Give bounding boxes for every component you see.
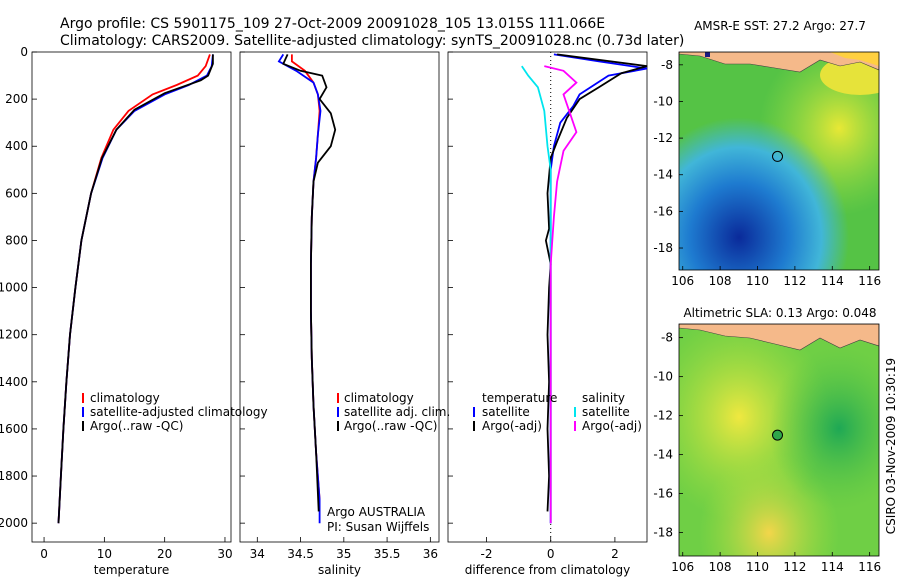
map-lat-label: -14 [653,448,673,462]
x-tick-label: -2 [481,547,493,561]
sla-map-frame [678,323,880,557]
legend-label: Argo(-adj) [482,419,542,433]
java-coast-land [679,52,879,73]
legend-label: satellite [582,405,630,419]
legend-label: Argo(..raw -QC) [90,419,183,433]
legend-heading-temperature: temperature [482,391,557,405]
x-tick-label: 10 [97,547,112,561]
map-lat-label: -8 [661,331,673,345]
y-tick-label: 1000 [0,281,28,295]
map-lat-label: -10 [653,94,673,108]
figure-subtitle: Climatology: CARS2009. Satellite-adjuste… [60,33,684,49]
legend-label: Argo(..raw -QC) [344,419,437,433]
legend-heading-salinity: salinity [582,391,625,405]
map-lat-label: -18 [653,526,673,540]
map-lon-label: 108 [709,274,732,288]
map-lat-label: -16 [653,487,673,501]
sst-map-frame [678,51,880,271]
map-lon-label: 116 [858,560,881,574]
float-annotation: Argo AUSTRALIA [327,505,426,519]
x-tick-label: 35 [336,547,351,561]
salinity-legend: climatology satellite adj. clim. Argo(..… [327,391,450,534]
legend-label: satellite adj. clim. [344,405,450,419]
legend-label: climatology [90,391,160,405]
plot-frame [239,51,440,543]
map-lat-label: -12 [653,409,673,423]
difference-profile-panel: -2 0 2 difference from climatology [447,51,648,577]
sst-hot-coastal [830,52,879,66]
map-lon-label: 108 [709,560,732,574]
x-axis-label: salinity [318,563,361,577]
map-lon-label: 106 [671,560,694,574]
map-lat-label: -10 [653,370,673,384]
series-line [521,65,552,524]
x-axis-label: difference from climatology [465,563,631,577]
csiro-timestamp: CSIRO 03-Nov-2009 10:30:19 [884,358,898,534]
map-lon-label: 114 [821,274,844,288]
x-tick-label: 20 [157,547,172,561]
sst-map [679,52,879,270]
map-lon-label: 106 [671,274,694,288]
sla-map [679,324,879,556]
x-axis-label: temperature [94,563,169,577]
x-tick-label: 34.5 [287,547,314,561]
difference-legend: temperature satellite Argo(-adj) salinit… [473,391,642,433]
legend-label: satellite-adjusted climatology [90,405,268,419]
argo-location-marker [772,429,784,441]
series-line [282,54,337,512]
legend-label: Argo(-adj) [582,419,642,433]
x-tick-label: 0 [547,547,555,561]
salinity-profile-panel: 34 34.5 35 35.5 36 salinity [239,51,440,577]
series-line [544,53,648,512]
x-tick-label: 0 [40,547,48,561]
map-lat-label: -14 [653,168,673,182]
temperature-legend: climatology satellite-adjusted climatolo… [82,391,268,433]
sst-map-axes: 106 108 110 112 114 116 -8 -10 -12 -14 -16 -18 [653,58,881,288]
sla-map-axes: 106 108 110 112 114 116 -8 -10 -12 -14 -16 -18 [653,331,881,574]
x-tick-label: 36 [423,547,438,561]
map-lon-label: 110 [746,560,769,574]
y-tick-label: 1600 [0,422,28,436]
y-tick-label: 600 [5,186,28,200]
sst-map-title: AMSR-E SST: 27.2 Argo: 27.7 [694,19,866,33]
x-tick-label: 2 [611,547,619,561]
pi-annotation: PI: Susan Wijffels [327,520,429,534]
java-coast-land [679,324,879,351]
y-tick-label: 1200 [0,328,28,342]
sla-map-title: Altimetric SLA: 0.13 Argo: 0.048 [683,306,876,320]
map-lon-label: 110 [746,274,769,288]
y-tick-label: 800 [5,233,28,247]
sst-dark-cell [705,52,710,57]
legend-label: climatology [344,391,414,405]
map-lon-label: 112 [783,560,806,574]
y-tick-label: 0 [20,45,28,59]
plot-frame [31,51,232,543]
map-lat-label: -18 [653,241,673,255]
y-tick-label: 2000 [0,516,28,530]
x-tick-label: 35.5 [374,547,401,561]
map-lon-label: 114 [821,560,844,574]
series-line [544,65,578,524]
figure-title: Argo profile: CS 5901175_109 27-Oct-2009… [60,16,605,32]
plot-frame [447,51,648,543]
y-tick-label: 1800 [0,469,28,483]
y-tick-label: 400 [5,139,28,153]
series-line [57,54,214,524]
sst-warm-coast-patch [820,55,879,95]
y-tick-label: 200 [5,92,28,106]
temperature-profile-panel: 0 10 20 30 temperature 0 200 400 600 800 1000 1200 1… [0,45,233,577]
map-lon-label: 112 [783,274,806,288]
map-lat-label: -8 [661,58,673,72]
x-tick-label: 34 [250,547,265,561]
map-lon-label: 116 [858,274,881,288]
map-lat-label: -12 [653,131,673,145]
y-tick-label: 1400 [0,375,28,389]
map-lat-label: -16 [653,204,673,218]
legend-label: satellite [482,405,530,419]
x-tick-label: 30 [217,547,232,561]
argo-location-marker [772,150,784,162]
